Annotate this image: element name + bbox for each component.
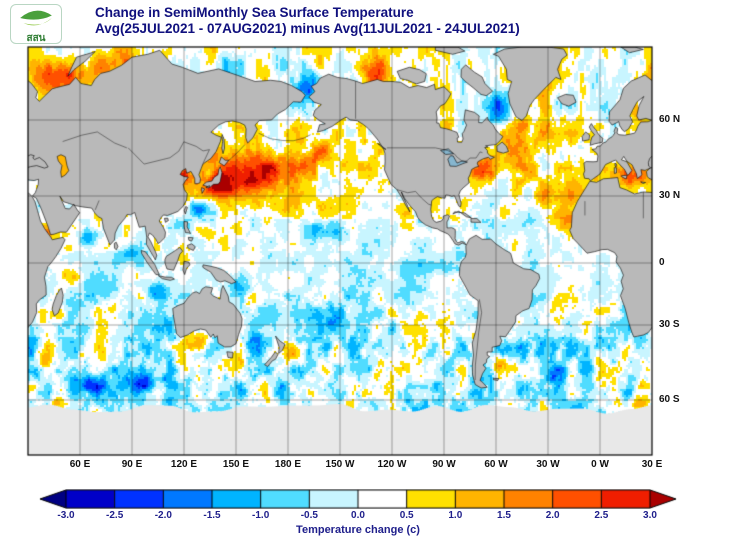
colorbar-tick: 2.5 bbox=[594, 510, 609, 521]
colorbar-tick: -2.0 bbox=[154, 510, 172, 521]
colorbar-tick: 1.0 bbox=[448, 510, 463, 521]
colorbar-tick: 1.5 bbox=[497, 510, 511, 521]
colorbar-legend: -3.0 -2.5 -2.0 -1.5 -1.0 -0.5 0.0 0.5 1.0 1.5 2.0 2… bbox=[38, 489, 678, 547]
colorbar-tick: -2.5 bbox=[106, 510, 124, 521]
sst-anomaly-map bbox=[0, 0, 755, 475]
colorbar-title: Temperature change (c) bbox=[296, 524, 420, 536]
colorbar-tick: 0.5 bbox=[399, 510, 414, 521]
colorbar-tick: 3.0 bbox=[643, 510, 657, 521]
colorbar-tick: -1.0 bbox=[252, 510, 270, 521]
colorbar-tick: -3.0 bbox=[57, 510, 75, 521]
colorbar-tick: -0.5 bbox=[300, 510, 318, 521]
colorbar-tick: 0.0 bbox=[351, 510, 365, 521]
colorbar-gradient bbox=[38, 489, 678, 509]
colorbar-tick: 2.0 bbox=[545, 510, 560, 521]
colorbar-tick: -1.5 bbox=[203, 510, 221, 521]
